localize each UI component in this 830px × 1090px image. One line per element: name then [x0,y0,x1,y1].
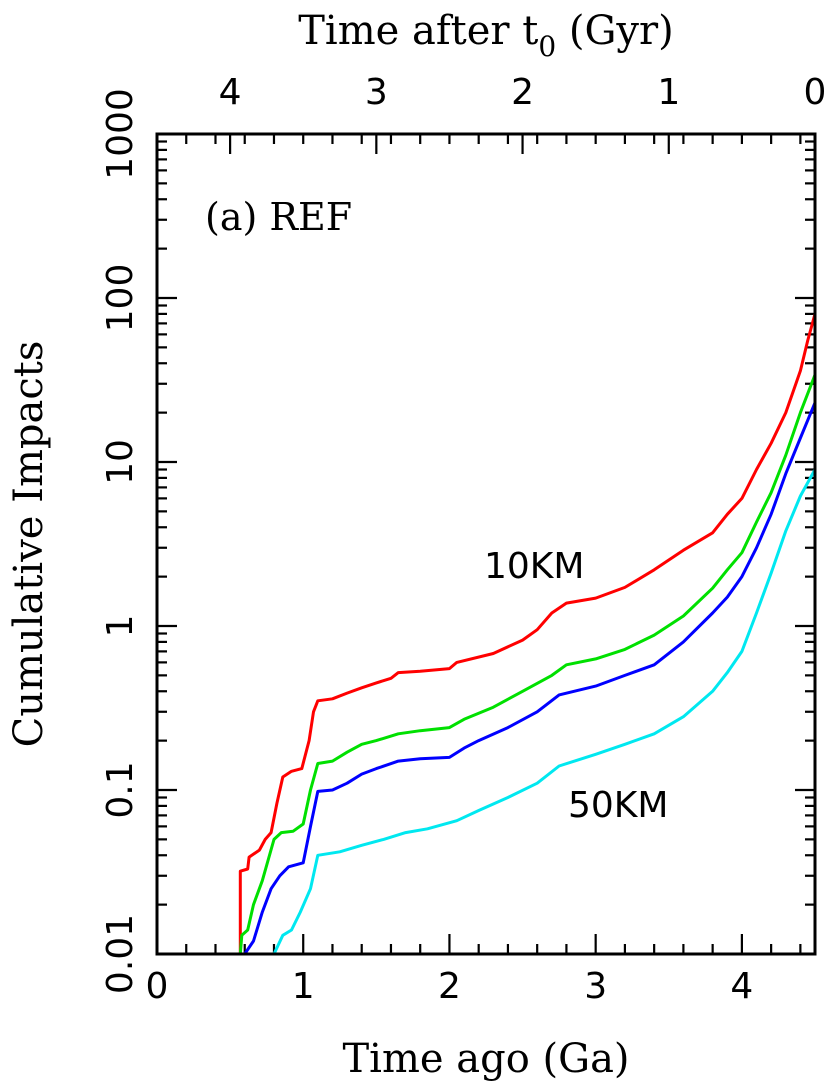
series-label-50km: 50KM [568,785,668,826]
series-label-10km: 10KM [484,546,584,587]
y-tick-label: 0.01 [100,914,141,994]
y-axis-title: Cumulative Impacts [6,341,52,748]
x-tick-label: 3 [584,966,607,1007]
top-tick-label: 3 [365,72,388,113]
x-tick-label: 4 [730,966,753,1007]
top-axis-subscript: 0 [538,30,556,63]
panel-label: (a) REF [205,195,352,239]
y-tick-label: 10 [100,439,141,485]
top-tick-label: 2 [511,72,534,113]
y-tick-label: 0.1 [100,761,141,818]
series-line-blue [243,402,817,955]
x-tick-label: 1 [292,966,315,1007]
y-tick-label: 1 [100,615,141,638]
top-axis-title: Time after t0 (Gyr) [298,8,674,63]
series-lines [238,313,817,955]
x-tick-label: 0 [146,966,169,1007]
x-tick-label: 2 [438,966,461,1007]
y-tick-label: 100 [100,264,141,333]
top-tick-label: 1 [657,72,680,113]
top-tick-label: 0 [804,72,827,113]
top-tick-label: 4 [219,72,242,113]
y-tick-label: 1000 [100,88,141,180]
series-line-cyan [272,468,817,955]
series-line-green [238,374,817,955]
x-axis-title: Time ago (Ga) [342,1036,629,1082]
series-line-red [238,313,817,954]
plot-frame [155,132,817,956]
